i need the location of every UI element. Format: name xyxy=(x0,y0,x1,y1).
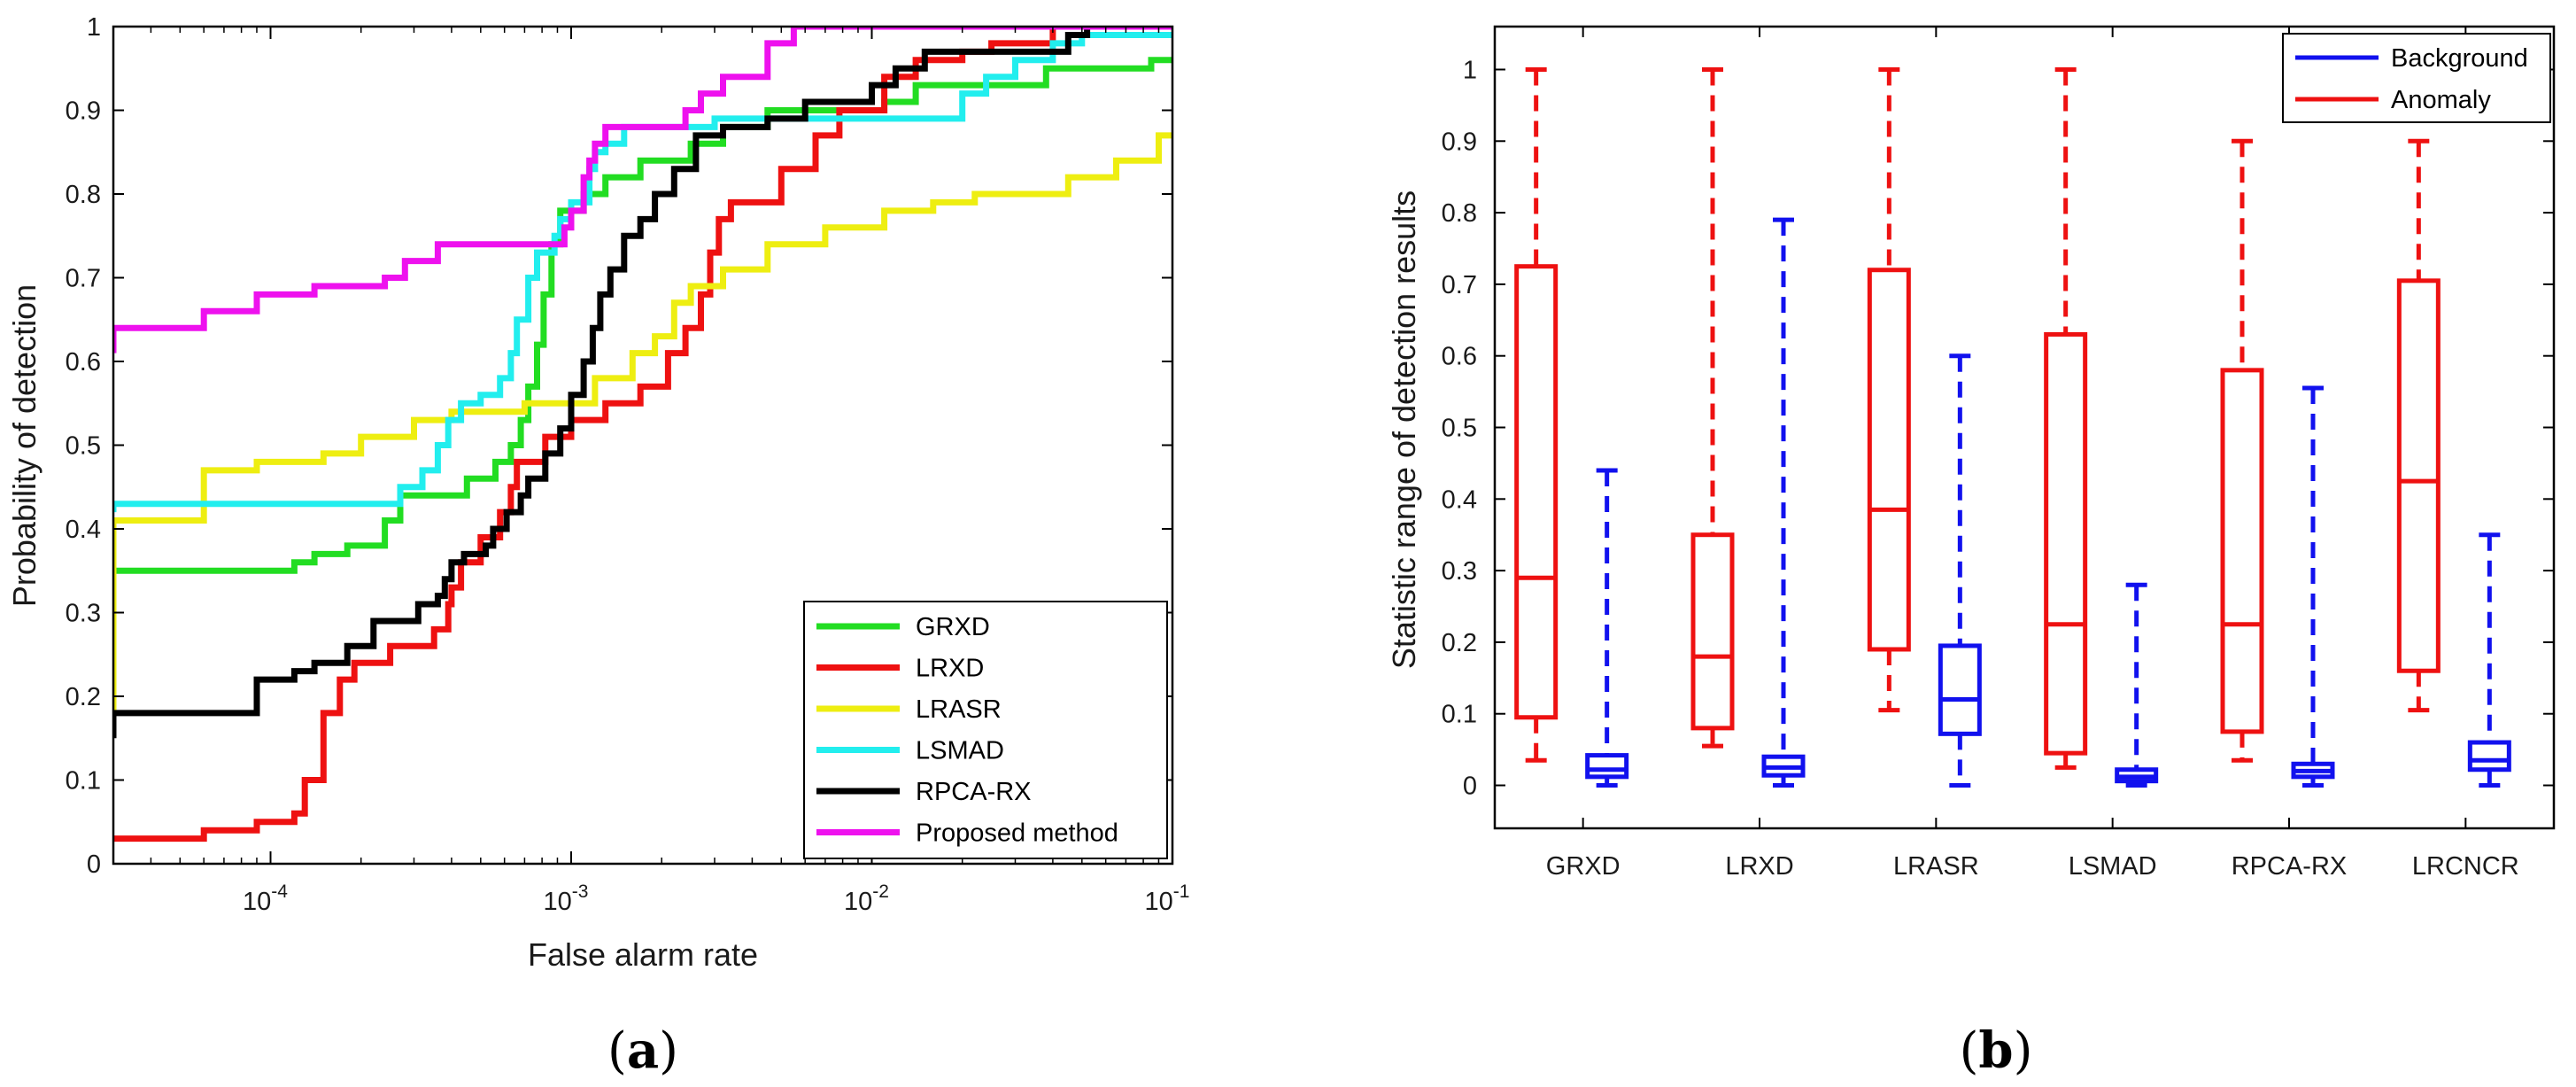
iqr-box xyxy=(1938,643,1982,736)
y-tick-label: 0.4 xyxy=(1442,485,1477,514)
panel-a-chart: 0 0.1 0.2 0.3 0.4 0.5 0.6 0.7 0.8 0.9 1 10-4 10-3 10-… xyxy=(6,13,1189,1080)
y-tick-label: 0.2 xyxy=(66,683,101,711)
category-label: LSMAD xyxy=(2069,852,2157,881)
x-tick-label: 10-2 xyxy=(844,881,889,916)
boxplot-background-grxd xyxy=(1585,468,1629,788)
legend-box xyxy=(803,601,1168,859)
iqr-box xyxy=(1585,753,1629,780)
panel-a-legend: GRXD LRXD LRASR LSMAD RPCA-RX Proposed method xyxy=(803,601,1168,859)
legend-label: RPCA-RX xyxy=(916,778,1032,806)
boxplot-anomaly-lrcncr xyxy=(2396,138,2441,713)
panel-b-plot-frame xyxy=(1493,25,2556,830)
boxplot-anomaly-rpca-rx xyxy=(2220,138,2264,763)
panel-a-x-axis-label: False alarm rate xyxy=(528,936,758,973)
category-label: LRCNCR xyxy=(2412,852,2519,881)
y-tick-label: 0.8 xyxy=(66,181,101,209)
y-tick-label: 0.2 xyxy=(1442,629,1477,657)
series-line-proposed-method xyxy=(113,27,1172,353)
y-tick-label: 0 xyxy=(1463,773,1477,801)
y-tick-label: 0.5 xyxy=(1442,415,1477,443)
iqr-box xyxy=(2467,740,2511,773)
boxplot-background-lrcncr xyxy=(2467,532,2511,788)
iqr-box xyxy=(1867,268,1911,652)
boxplot-anomaly-grxd xyxy=(1514,66,1559,763)
x-tick-label: 10-1 xyxy=(1145,881,1190,916)
boxplot-anomaly-lrxd xyxy=(1690,66,1735,749)
y-tick-label: 0.5 xyxy=(66,432,101,461)
box-plots xyxy=(1514,66,2511,788)
y-tick-label: 0.3 xyxy=(1442,557,1477,586)
iqr-box xyxy=(2044,331,2088,756)
y-tick-label: 0.7 xyxy=(66,265,101,293)
category-label: LRASR xyxy=(1893,852,1979,881)
legend-box xyxy=(2282,33,2551,123)
boxplot-anomaly-lsmad xyxy=(2044,66,2088,770)
iqr-box xyxy=(1514,264,1559,720)
boxplot-anomaly-lrasr xyxy=(1867,66,1911,713)
series-line-lsmad xyxy=(113,32,1172,513)
y-tick-label: 0.9 xyxy=(1442,128,1477,156)
legend-label: LRASR xyxy=(916,695,1002,724)
legend-label: Anomaly xyxy=(2391,86,2491,114)
x-tick-label: 10-4 xyxy=(243,881,288,916)
caption-a: (a) xyxy=(607,1021,678,1080)
boxplot-background-rpca-rx xyxy=(2291,385,2335,788)
category-label: LRXD xyxy=(1725,852,1793,881)
legend-label: Background xyxy=(2391,44,2528,73)
caption-a-letter: a xyxy=(627,1021,659,1080)
y-tick-label: 0.6 xyxy=(66,348,101,377)
panel-b-y-axis-label: Statistic range of detection results xyxy=(1386,190,1422,669)
boxplot-background-lsmad xyxy=(2115,582,2159,788)
boxplot-background-lrxd xyxy=(1761,217,1806,788)
caption-b: (b) xyxy=(1960,1021,2033,1080)
y-tick-label: 0.1 xyxy=(66,767,101,796)
panel-a-y-axis-label: Probability of detection xyxy=(6,284,43,607)
y-tick-label: 0 xyxy=(87,850,101,879)
y-tick-label: 1 xyxy=(87,13,101,42)
y-tick-label: 0.4 xyxy=(66,516,101,544)
y-tick-label: 0.9 xyxy=(66,97,101,126)
caption-b-letter: b xyxy=(1978,1021,2013,1080)
x-tick-label: 10-3 xyxy=(544,881,589,916)
y-tick-label: 0.1 xyxy=(1442,701,1477,729)
category-label: RPCA-RX xyxy=(2232,852,2348,881)
series-line-lrasr xyxy=(113,132,1172,713)
legend-label: LSMAD xyxy=(916,737,1004,765)
category-label: GRXD xyxy=(1546,852,1621,881)
y-tick-label: 0.3 xyxy=(66,600,101,628)
iqr-box xyxy=(2220,368,2264,734)
series-line-grxd xyxy=(113,57,1172,574)
panel-b-chart: 0 0.1 0.2 0.3 0.4 0.5 0.6 0.7 0.8 0.9 1 GRXD LRXD LRA… xyxy=(1386,25,2556,1080)
legend-label: Proposed method xyxy=(916,819,1118,848)
panel-b-legend: Background Anomaly xyxy=(2282,33,2551,123)
legend-label: LRXD xyxy=(916,655,984,683)
y-tick-label: 0.6 xyxy=(1442,343,1477,371)
series-line-rpca-rx xyxy=(113,27,1172,739)
boxplot-background-lrasr xyxy=(1938,353,1982,788)
y-tick-label: 1 xyxy=(1463,56,1477,84)
y-tick-label: 0.7 xyxy=(1442,271,1477,299)
iqr-box xyxy=(2396,278,2441,673)
roc-curves xyxy=(113,27,1172,842)
iqr-box xyxy=(1690,532,1735,731)
y-tick-label: 0.8 xyxy=(1442,199,1477,228)
legend-label: GRXD xyxy=(916,613,990,641)
panel-b-ticks: 0 0.1 0.2 0.3 0.4 0.5 0.6 0.7 0.8 0.9 1 GRXD LRXD LRA… xyxy=(1442,27,2554,881)
